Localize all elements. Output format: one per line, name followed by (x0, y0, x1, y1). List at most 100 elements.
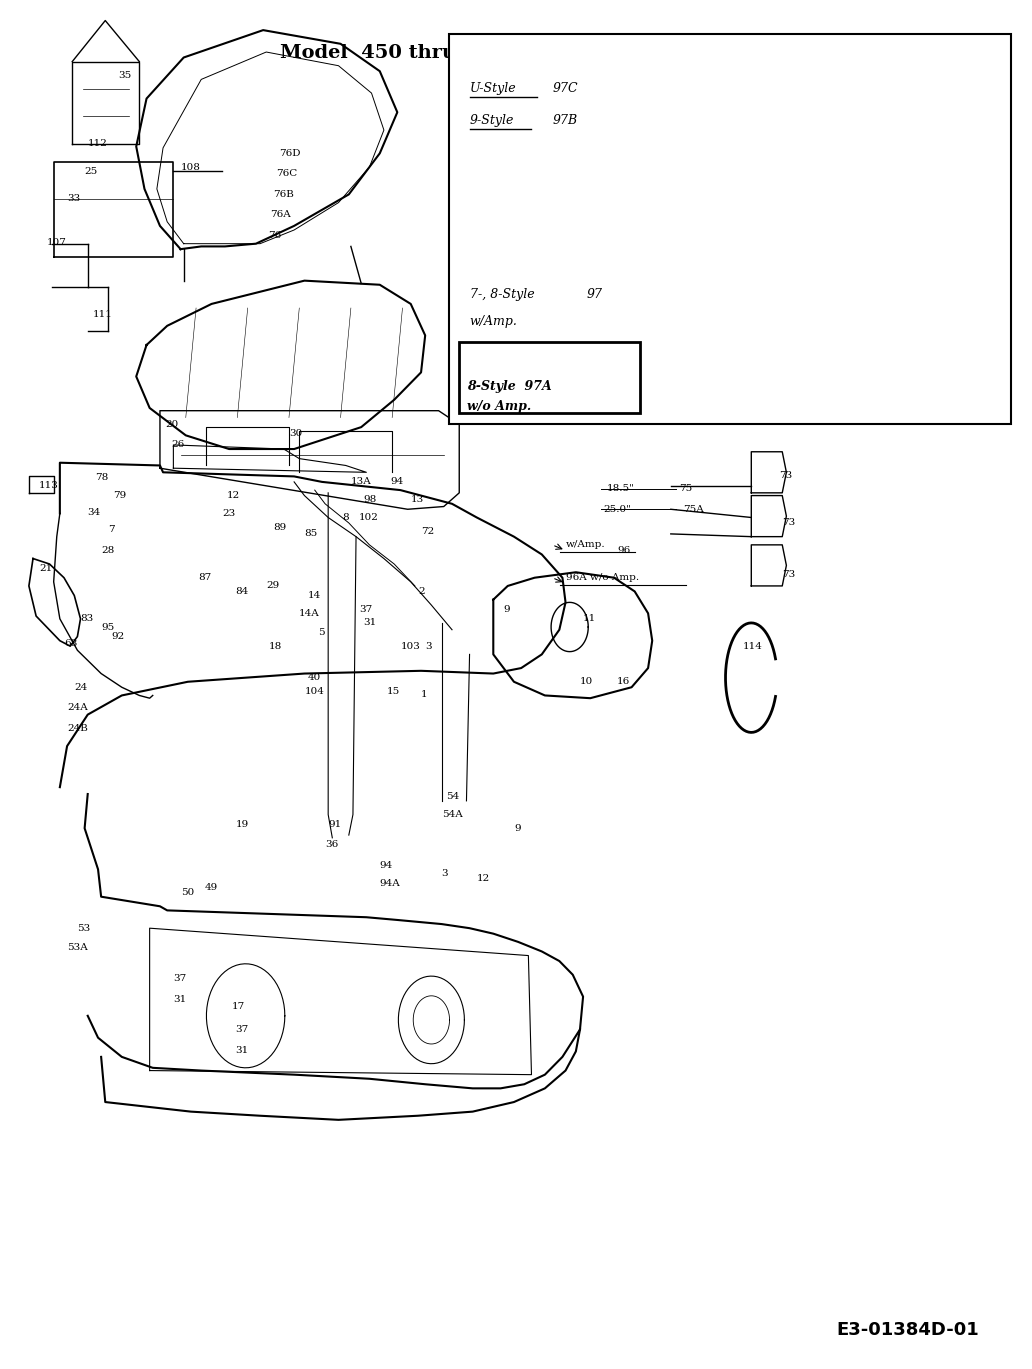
Text: 9: 9 (514, 824, 520, 832)
Text: 96: 96 (617, 546, 631, 554)
Text: 5: 5 (318, 628, 324, 637)
Text: 10: 10 (580, 678, 593, 686)
Text: 12: 12 (477, 875, 490, 883)
Text: 26: 26 (171, 441, 185, 449)
Text: 92: 92 (111, 632, 125, 641)
Text: 54A: 54A (442, 810, 462, 819)
Text: 18.5": 18.5" (607, 485, 635, 493)
Text: 8-Style  97A: 8-Style 97A (467, 379, 552, 393)
Text: 96A w/o Amp.: 96A w/o Amp. (566, 574, 639, 582)
Text: 84: 84 (235, 587, 249, 596)
Bar (459, 342, 640, 413)
Text: 85: 85 (304, 530, 318, 538)
Text: 76D: 76D (279, 149, 300, 157)
Text: 87: 87 (198, 574, 212, 582)
Text: 31: 31 (363, 619, 377, 627)
Text: 18: 18 (268, 642, 282, 650)
Text: 89: 89 (273, 523, 287, 531)
Text: 114: 114 (743, 642, 763, 650)
Text: 33: 33 (67, 194, 80, 203)
Text: w/Amp.: w/Amp. (470, 315, 517, 329)
Text: 76B: 76B (273, 190, 294, 199)
Text: 37: 37 (173, 975, 187, 983)
Text: 75: 75 (679, 485, 692, 493)
Text: 73: 73 (782, 519, 796, 527)
Text: 113: 113 (39, 482, 59, 490)
Text: 13A: 13A (351, 478, 372, 486)
Text: 91: 91 (328, 820, 342, 828)
Text: 19: 19 (235, 820, 249, 828)
Text: 2: 2 (418, 587, 424, 596)
Text: 25.0": 25.0" (604, 505, 632, 513)
Text: 14: 14 (308, 591, 321, 600)
Text: 76A: 76A (270, 211, 291, 219)
Text: 9: 9 (504, 605, 510, 613)
Text: 3: 3 (442, 869, 448, 878)
Text: 73: 73 (779, 471, 793, 479)
Text: 23: 23 (222, 509, 235, 517)
Text: 36: 36 (325, 841, 338, 849)
Text: 78: 78 (95, 474, 108, 482)
Bar (449, 34, 1011, 424)
Text: 12: 12 (227, 491, 240, 500)
Text: 24: 24 (74, 683, 88, 691)
Text: 111: 111 (93, 311, 112, 319)
Text: w/Amp.: w/Amp. (566, 541, 605, 549)
Text: 79: 79 (114, 491, 127, 500)
Text: 30: 30 (289, 430, 302, 438)
Text: 11: 11 (583, 615, 596, 623)
Text: Model  450 thru 479: Model 450 thru 479 (281, 44, 504, 62)
Text: 53: 53 (77, 924, 91, 932)
Text: 76: 76 (268, 231, 282, 240)
Text: 29: 29 (266, 582, 280, 590)
Text: 104: 104 (304, 687, 324, 695)
Text: 108: 108 (181, 163, 200, 171)
Text: 72: 72 (421, 527, 434, 535)
Text: 21: 21 (39, 564, 53, 572)
Text: 97: 97 (586, 287, 603, 301)
Text: 50: 50 (181, 888, 194, 897)
Text: 31: 31 (235, 1046, 249, 1054)
Text: 3: 3 (425, 642, 431, 650)
Text: 28: 28 (101, 546, 115, 554)
Text: 103: 103 (400, 642, 420, 650)
Text: 102: 102 (359, 513, 379, 522)
Text: 35: 35 (119, 71, 132, 79)
Text: 34: 34 (88, 508, 101, 516)
Text: 97B: 97B (552, 114, 577, 127)
Text: 98: 98 (363, 496, 377, 504)
Text: 75A: 75A (683, 505, 704, 513)
Text: 31: 31 (173, 995, 187, 1003)
Text: 76C: 76C (277, 170, 298, 178)
Text: U-Style: U-Style (470, 82, 516, 96)
Text: 15: 15 (387, 687, 400, 695)
Text: 25: 25 (85, 167, 98, 175)
Text: w/o Amp.: w/o Amp. (467, 400, 531, 413)
Text: 40: 40 (308, 674, 321, 682)
Text: 107: 107 (46, 238, 66, 246)
Text: 53A: 53A (67, 943, 88, 951)
Text: 94: 94 (380, 861, 393, 869)
Text: 8: 8 (343, 513, 349, 522)
Text: 37: 37 (359, 605, 373, 613)
Text: 20: 20 (165, 420, 179, 428)
Text: 9-Style: 9-Style (470, 114, 514, 127)
Text: 68: 68 (64, 639, 77, 648)
Text: 83: 83 (80, 615, 94, 623)
Text: 1: 1 (421, 690, 427, 698)
Text: 7: 7 (108, 526, 115, 534)
Text: 94A: 94A (380, 879, 400, 887)
Text: 24A: 24A (67, 704, 88, 712)
Text: 24B: 24B (67, 724, 88, 732)
Text: 112: 112 (88, 140, 107, 148)
Text: E3-01384D-01: E3-01384D-01 (837, 1321, 979, 1339)
Text: 49: 49 (204, 883, 218, 891)
Text: 16: 16 (617, 678, 631, 686)
Text: 13: 13 (411, 496, 424, 504)
Text: 94: 94 (390, 478, 404, 486)
Text: 37: 37 (235, 1025, 249, 1034)
Text: 14A: 14A (299, 609, 320, 617)
Text: 7-, 8-Style: 7-, 8-Style (470, 287, 535, 301)
Text: 95: 95 (101, 623, 115, 631)
Text: 73: 73 (782, 571, 796, 579)
